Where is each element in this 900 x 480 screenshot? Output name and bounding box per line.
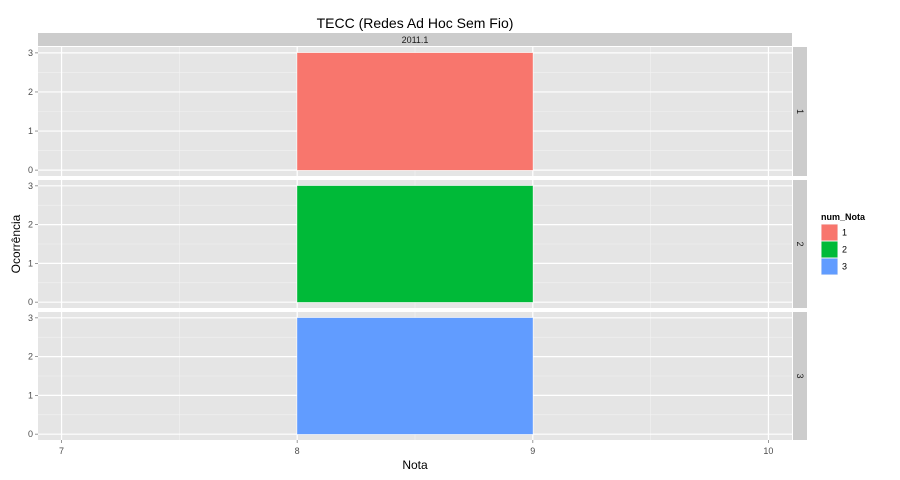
row-strip	[793, 180, 807, 308]
y-tick-label: 3	[28, 48, 33, 58]
legend-key-3	[821, 258, 838, 275]
y-tick-label: 3	[28, 313, 33, 323]
facet-panels: 0 1 2 3 1 0 1 2 3 2 0 1 2 3 3	[28, 47, 807, 440]
x-axis-title: Nota	[402, 458, 428, 472]
y-tick-label: 2	[28, 352, 33, 362]
bar-1	[297, 52, 533, 171]
legend-key-2	[821, 241, 838, 258]
y-tick-label: 0	[28, 429, 33, 439]
y-tick-label: 1	[28, 126, 33, 136]
y-axis-title: Ocorrência	[9, 214, 23, 273]
legend-key-1	[821, 224, 838, 241]
legend-title: num_Nota	[821, 212, 866, 222]
row-strip	[793, 47, 807, 176]
x-tick-label: 7	[59, 446, 64, 456]
y-tick-label: 2	[28, 87, 33, 97]
x-tick-label: 9	[530, 446, 535, 456]
legend-label-3: 3	[842, 262, 847, 272]
legend-label-1: 1	[842, 228, 847, 238]
bar-2	[297, 185, 533, 303]
legend-label-2: 2	[842, 245, 847, 255]
row-strip-label: 3	[795, 373, 805, 378]
column-strip	[38, 33, 792, 46]
facet-panel-3: 0 1 2 3 3	[28, 312, 807, 440]
chart-title: TECC (Redes Ad Hoc Sem Fio)	[317, 15, 514, 31]
row-strip	[793, 312, 807, 440]
row-strip-label: 1	[795, 109, 805, 114]
facet-panel-1: 0 1 2 3 1	[28, 47, 807, 176]
x-axis: 7 8 9 10	[59, 440, 773, 456]
row-strip-label: 2	[795, 241, 805, 246]
column-strip-label: 2011.1	[402, 35, 429, 45]
y-tick-label: 1	[28, 390, 33, 400]
x-tick-label: 10	[763, 446, 773, 456]
y-tick-label: 0	[28, 297, 33, 307]
facet-panel-2: 0 1 2 3 2	[28, 180, 807, 308]
x-tick-label: 8	[295, 446, 300, 456]
legend: num_Nota 1 2 3	[821, 212, 866, 275]
y-tick-label: 2	[28, 220, 33, 230]
y-tick-label: 3	[28, 181, 33, 191]
bar-3	[297, 317, 533, 435]
y-tick-label: 0	[28, 165, 33, 175]
y-tick-label: 1	[28, 258, 33, 268]
